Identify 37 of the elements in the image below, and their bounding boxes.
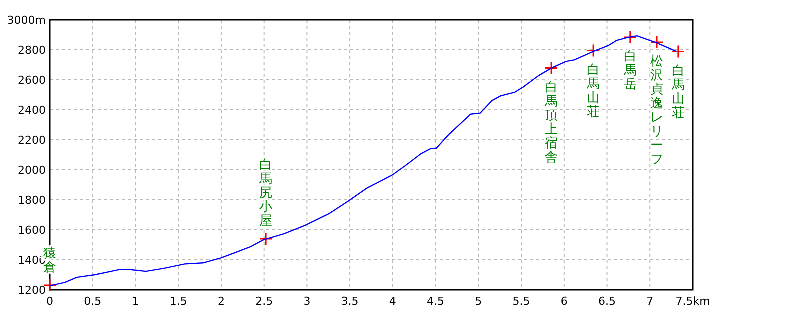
annotation: 白馬山荘 [670,64,685,121]
x-tick-label: 6 [560,295,568,308]
x-tick-label: 2.5 [256,295,274,308]
x-tick-label: 0 [46,295,54,308]
annotation: 白馬尻小屋 [258,158,273,229]
annotation: 白馬岳 [622,50,637,93]
x-tick-label: 3.5 [341,295,359,308]
x-tick-label: 1.5 [170,295,188,308]
x-tick-label: 5 [475,295,482,308]
x-tick-label: 0.5 [84,295,102,308]
y-tick-label: 2400 [18,104,46,117]
point [624,30,638,44]
point [544,62,558,76]
x-tick-label: 4.5 [427,295,445,308]
y-tick-label: 1800 [18,194,46,207]
y-tick-label: 1200 [18,284,46,297]
y-tick-label: 2800 [18,44,46,57]
x-tick-label: 2 [218,295,225,308]
annotation: 松沢貞逸レリーフ [650,54,664,168]
annotation: 白馬山荘 [586,62,600,120]
point [586,44,600,58]
point [650,36,664,50]
x-tick-label: 5.5 [512,295,530,308]
y-tick-label: 2600 [18,74,46,87]
x-tick-label: 6.5 [598,295,616,308]
y-tick-label: 2200 [18,134,46,147]
x-tick-label: 3 [304,295,311,308]
y-tick-label: 2000 [18,164,46,177]
y-tick-label: 3000m [7,14,46,27]
x-tick-label: 7.5km [676,295,710,308]
annotation: 白馬頂上宿舎 [544,80,558,166]
x-tick-label: 4 [389,295,396,308]
y-tick-label: 1600 [18,224,46,237]
x-tick-label: 1 [132,295,140,308]
x-tick-label: 7 [646,295,654,308]
point [259,232,273,246]
point [672,45,686,59]
